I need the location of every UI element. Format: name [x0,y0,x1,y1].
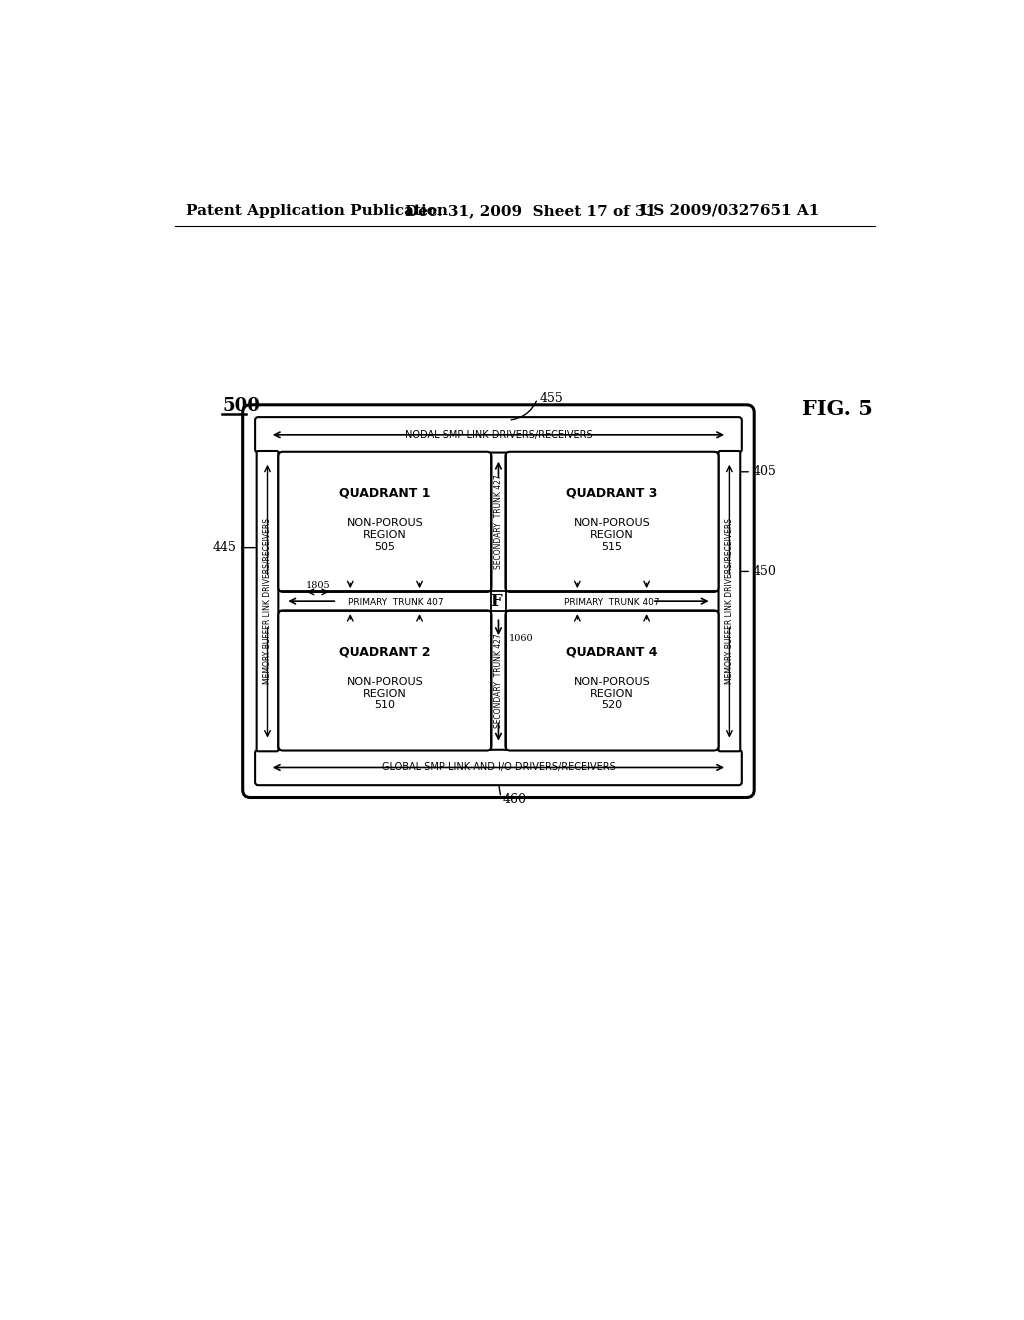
FancyBboxPatch shape [243,405,755,797]
Text: SECONDARY  TRUNK 427: SECONDARY TRUNK 427 [494,474,503,569]
FancyBboxPatch shape [257,451,279,751]
FancyBboxPatch shape [279,610,492,751]
Text: MEMORY BUFFER LINK DRIVERS/RECEIVERS: MEMORY BUFFER LINK DRIVERS/RECEIVERS [263,519,272,684]
Text: 450: 450 [753,565,776,578]
Text: 500: 500 [222,397,260,416]
FancyBboxPatch shape [506,451,719,591]
Text: 405: 405 [753,465,776,478]
Text: QUADRANT 1: QUADRANT 1 [339,487,431,499]
Text: US 2009/0327651 A1: US 2009/0327651 A1 [640,203,819,218]
FancyBboxPatch shape [279,451,492,591]
Text: GLOBAL SMP LINK AND I/O DRIVERS/RECEIVERS: GLOBAL SMP LINK AND I/O DRIVERS/RECEIVER… [382,763,615,772]
Text: 460: 460 [503,792,526,805]
Text: NODAL SMP LINK DRIVERS/RECEIVERS: NODAL SMP LINK DRIVERS/RECEIVERS [404,430,592,440]
Text: F: F [490,594,502,610]
Text: 1060: 1060 [509,634,534,643]
Text: 445: 445 [213,541,237,554]
Text: NON-POROUS
REGION
505: NON-POROUS REGION 505 [346,519,423,552]
Text: NON-POROUS
REGION
520: NON-POROUS REGION 520 [573,677,650,710]
Text: MEMORY BUFFER LINK DRIVERS/RECEIVERS: MEMORY BUFFER LINK DRIVERS/RECEIVERS [725,519,734,684]
Text: NON-POROUS
REGION
515: NON-POROUS REGION 515 [573,519,650,552]
Text: 455: 455 [540,392,563,405]
Text: Patent Application Publication: Patent Application Publication [186,203,449,218]
Text: FIG. 5: FIG. 5 [802,399,873,418]
Text: NON-POROUS
REGION
510: NON-POROUS REGION 510 [346,677,423,710]
FancyBboxPatch shape [255,750,741,785]
FancyBboxPatch shape [719,451,740,751]
Text: PRIMARY  TRUNK 407: PRIMARY TRUNK 407 [564,598,659,607]
Text: 1805: 1805 [305,581,330,590]
Text: PRIMARY  TRUNK 407: PRIMARY TRUNK 407 [348,598,443,607]
Text: QUADRANT 2: QUADRANT 2 [339,645,431,659]
Text: Dec. 31, 2009  Sheet 17 of 31: Dec. 31, 2009 Sheet 17 of 31 [406,203,656,218]
Text: QUADRANT 4: QUADRANT 4 [566,645,657,659]
FancyBboxPatch shape [506,610,719,751]
Text: QUADRANT 3: QUADRANT 3 [566,487,657,499]
Text: SECONDARY  TRUNK 427: SECONDARY TRUNK 427 [494,634,503,727]
FancyBboxPatch shape [255,417,741,453]
